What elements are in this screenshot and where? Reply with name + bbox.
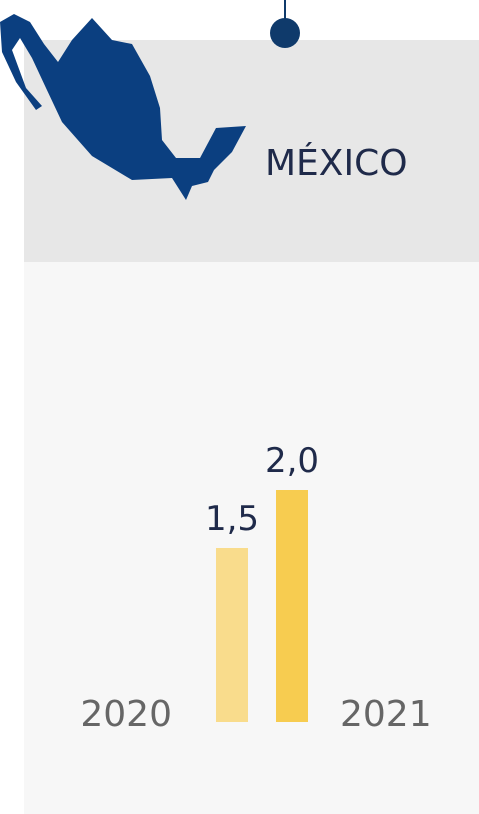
value-label: 2,0 bbox=[265, 441, 319, 481]
chart-title: MÉXICO bbox=[265, 142, 408, 184]
category-label: 2021 bbox=[340, 694, 432, 735]
chart-panel bbox=[24, 262, 479, 814]
bar bbox=[276, 490, 308, 722]
bar bbox=[216, 548, 248, 722]
category-label: 2020 bbox=[80, 694, 172, 735]
connector-dot bbox=[270, 18, 300, 48]
map-icon bbox=[0, 14, 246, 200]
value-label: 1,5 bbox=[205, 499, 259, 539]
